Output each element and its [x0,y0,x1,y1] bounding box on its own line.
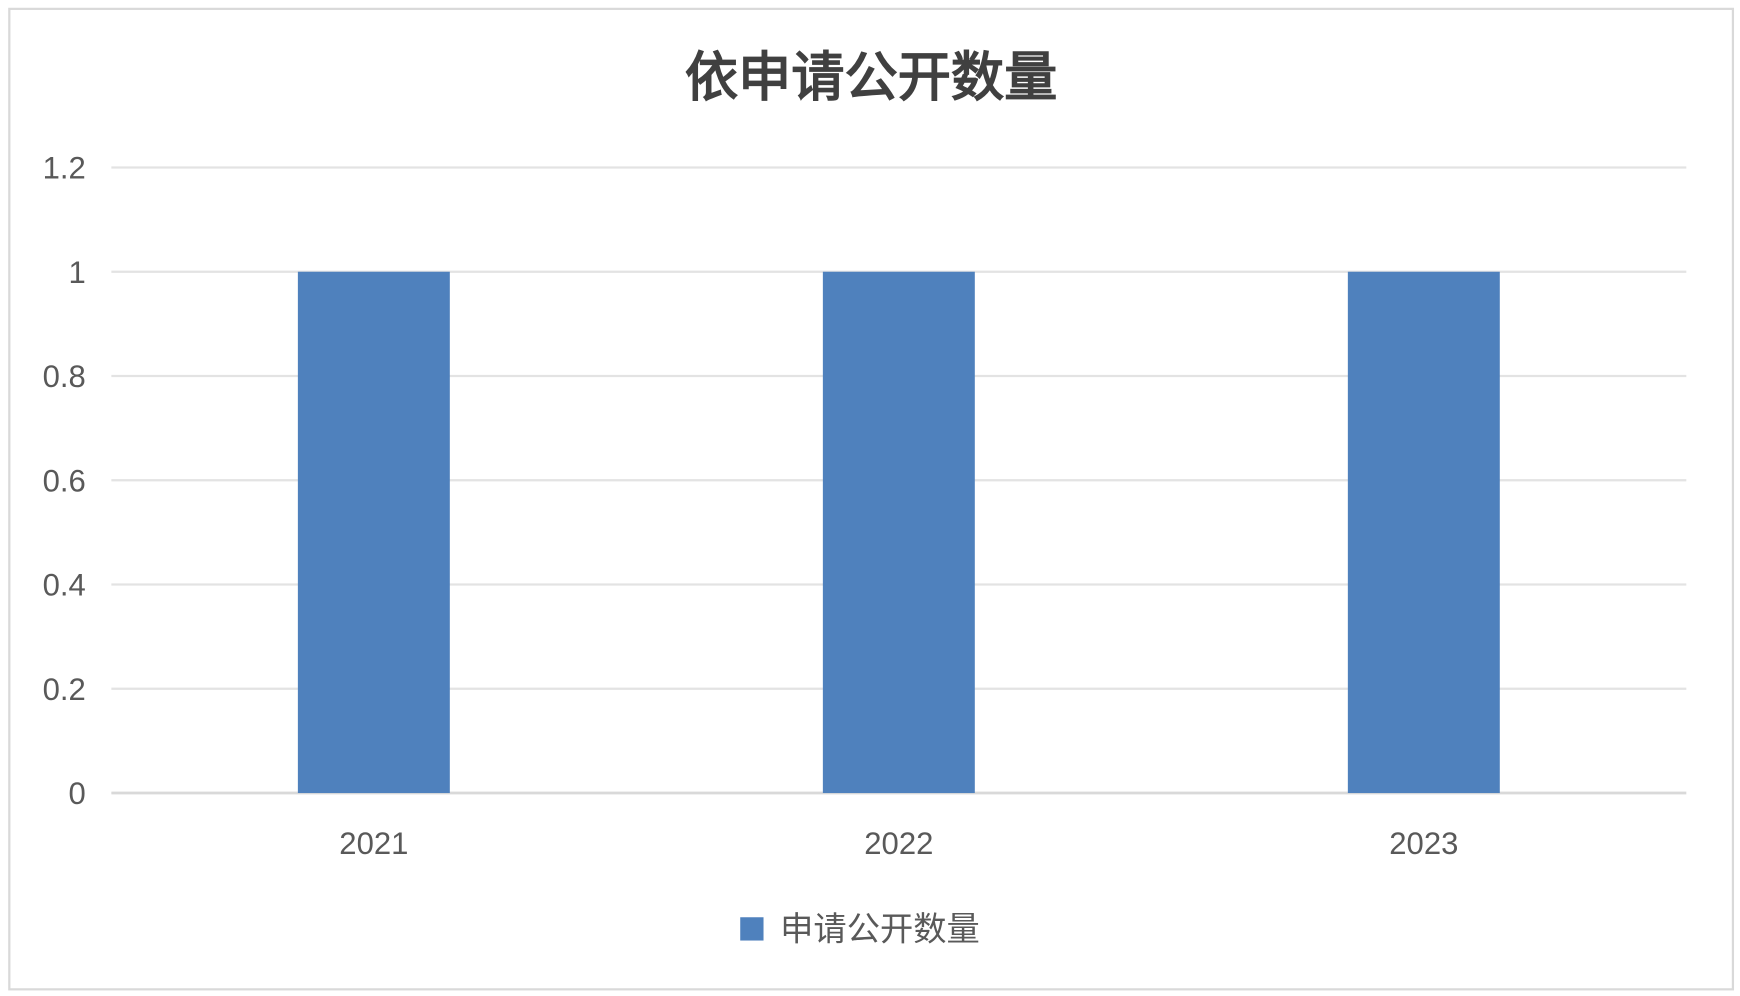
y-tick-label: 0.6 [43,463,86,498]
bar-2022 [822,271,975,794]
legend: 申请公开数量 [740,910,980,949]
bar-2023 [1347,271,1500,794]
legend-swatch [740,917,764,941]
y-tick-label: 0 [69,776,86,811]
y-tick-label: 1 [69,255,86,290]
y-tick-label: 0.8 [43,359,86,394]
x-tick-label: 2022 [864,826,933,861]
y-tick-label: 0.2 [43,672,86,707]
x-tick-label: 2021 [339,826,408,861]
x-tick-label: 2023 [1389,826,1458,861]
legend-label: 申请公开数量 [780,910,980,949]
y-tick-label: 1.2 [43,151,86,186]
y-tick-label: 0.4 [43,568,86,603]
bar-2021 [297,271,450,794]
chart-title: 依申请公开数量 [685,45,1058,108]
